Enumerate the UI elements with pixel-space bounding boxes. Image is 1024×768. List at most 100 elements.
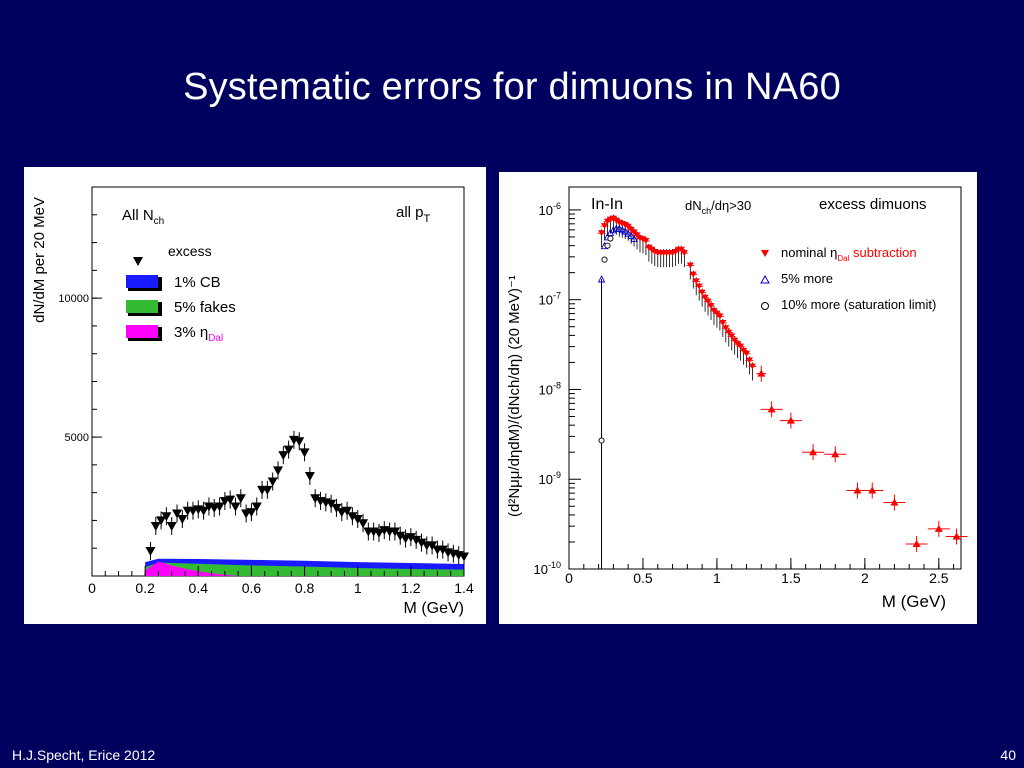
point-5pct bbox=[627, 231, 635, 239]
nominal-point bbox=[743, 350, 751, 357]
legend-label: 5% fakes bbox=[174, 299, 236, 316]
excess-point bbox=[246, 508, 257, 518]
nominal-point bbox=[598, 230, 606, 237]
nominal-point bbox=[716, 313, 724, 320]
point-5pct bbox=[615, 224, 624, 233]
excess-point bbox=[156, 516, 167, 526]
point-10pct bbox=[604, 242, 611, 249]
excess-point bbox=[358, 519, 369, 529]
tail-point bbox=[952, 532, 961, 540]
nominal-point bbox=[740, 347, 748, 354]
point-10pct bbox=[601, 256, 608, 263]
excess-point bbox=[161, 512, 172, 522]
point-5pct bbox=[630, 234, 638, 242]
tail-point bbox=[912, 539, 921, 547]
x-tick-label: 1.5 bbox=[781, 570, 801, 586]
x-tick-label: 0.6 bbox=[242, 580, 262, 596]
x-tick-label: 0 bbox=[565, 570, 573, 586]
page-number: 40 bbox=[1000, 747, 1016, 763]
excess-point bbox=[177, 515, 188, 525]
nominal-point bbox=[737, 343, 745, 350]
excess-point bbox=[283, 445, 294, 455]
y-tick-label: 10000 bbox=[58, 293, 89, 305]
y-tick-label: 10-9 bbox=[539, 470, 561, 487]
excess-point bbox=[166, 521, 177, 531]
nominal-point bbox=[639, 236, 647, 243]
tail-point bbox=[757, 369, 766, 377]
excess-point bbox=[214, 502, 225, 512]
x-tick-label: 1 bbox=[354, 580, 362, 596]
nominal-point bbox=[692, 278, 700, 285]
nominal-point bbox=[719, 319, 727, 326]
x-tick-label: 0.8 bbox=[295, 580, 315, 596]
tail-point bbox=[767, 405, 776, 413]
x-tick-label: 1.4 bbox=[454, 580, 474, 596]
nominal-point bbox=[728, 333, 736, 340]
excess-point bbox=[235, 494, 246, 504]
point-5pct bbox=[621, 227, 629, 235]
y-axis-label: dN/dM per 20 MeV bbox=[31, 197, 48, 323]
nominal-point bbox=[621, 221, 629, 228]
corner-label-left: All Nch bbox=[122, 207, 164, 227]
legend-marker-5pct bbox=[760, 274, 770, 284]
excess-point bbox=[310, 494, 321, 504]
excess-point bbox=[251, 502, 262, 512]
excess-point bbox=[273, 466, 283, 476]
y-tick-exponent: -9 bbox=[553, 470, 561, 480]
excess-point bbox=[331, 503, 342, 513]
nominal-point bbox=[695, 283, 703, 290]
tail-point bbox=[853, 486, 862, 494]
panel-label-cut-sub: ch bbox=[702, 206, 712, 216]
y-tick-exponent: -10 bbox=[548, 560, 561, 570]
excess-point bbox=[342, 506, 353, 516]
x-tick-label: 0.2 bbox=[135, 580, 155, 596]
point-10pct bbox=[607, 235, 614, 242]
corner-label-right: all pT bbox=[396, 204, 431, 225]
nominal-point bbox=[686, 262, 694, 269]
excess-point bbox=[198, 506, 209, 516]
nominal-point bbox=[624, 223, 632, 230]
x-tick-label: 2 bbox=[861, 570, 869, 586]
excess-point bbox=[262, 485, 273, 495]
point-10pct bbox=[598, 437, 605, 444]
tail-point bbox=[890, 498, 899, 506]
legend-label-sub: Dal bbox=[208, 333, 223, 344]
x-axis-label: M (GeV) bbox=[882, 592, 946, 611]
nominal-point bbox=[701, 294, 709, 301]
excess-point bbox=[172, 509, 183, 519]
y-tick-label: 10-7 bbox=[539, 291, 561, 308]
legend-label: 3% ηDal bbox=[174, 324, 223, 344]
left-chart: 0 0.2 0.4 0.6 0.8 1 1.2 1.4 5000 10000 M (GeV) dN/d… bbox=[31, 186, 474, 617]
point-5pct bbox=[624, 229, 632, 237]
legend-label-sub: Dal bbox=[837, 254, 849, 263]
nominal-point bbox=[601, 223, 609, 230]
nominal-point bbox=[698, 289, 706, 296]
nominal-point bbox=[722, 325, 730, 332]
excess-point bbox=[389, 527, 400, 537]
x-tick-label: 1 bbox=[713, 570, 721, 586]
excess-point bbox=[437, 545, 448, 555]
excess-point bbox=[411, 535, 422, 545]
legend-label: 10% more (saturation limit) bbox=[781, 297, 936, 312]
excess-point bbox=[326, 499, 337, 509]
right-chart: 10-6 10-7 10-8 10-9 10-100 0.5 1 1.5 2 2.5 M (GeV)… bbox=[506, 186, 968, 611]
y-tick-label: 5000 bbox=[65, 432, 89, 444]
y-tick-exponent: -7 bbox=[553, 291, 561, 301]
band-2 bbox=[145, 561, 239, 576]
excess-point bbox=[294, 437, 305, 447]
legend-marker-nominal bbox=[761, 250, 769, 257]
nominal-point bbox=[680, 250, 688, 257]
left-plot-frame bbox=[91, 186, 465, 577]
legend-label: 1% CB bbox=[174, 274, 221, 291]
right-plot-frame bbox=[568, 186, 962, 570]
nominal-point bbox=[725, 329, 733, 336]
y-tick-exponent: -8 bbox=[553, 380, 561, 390]
x-tick-label: 0 bbox=[88, 580, 96, 596]
y-tick-exponent: -6 bbox=[553, 201, 561, 211]
legend-box bbox=[126, 275, 158, 288]
panel-label-system: In-In bbox=[591, 196, 623, 213]
tail-point bbox=[786, 416, 795, 424]
x-tick-label: 0.5 bbox=[633, 570, 653, 586]
excess-point bbox=[299, 448, 310, 458]
point-5pct bbox=[618, 225, 626, 234]
